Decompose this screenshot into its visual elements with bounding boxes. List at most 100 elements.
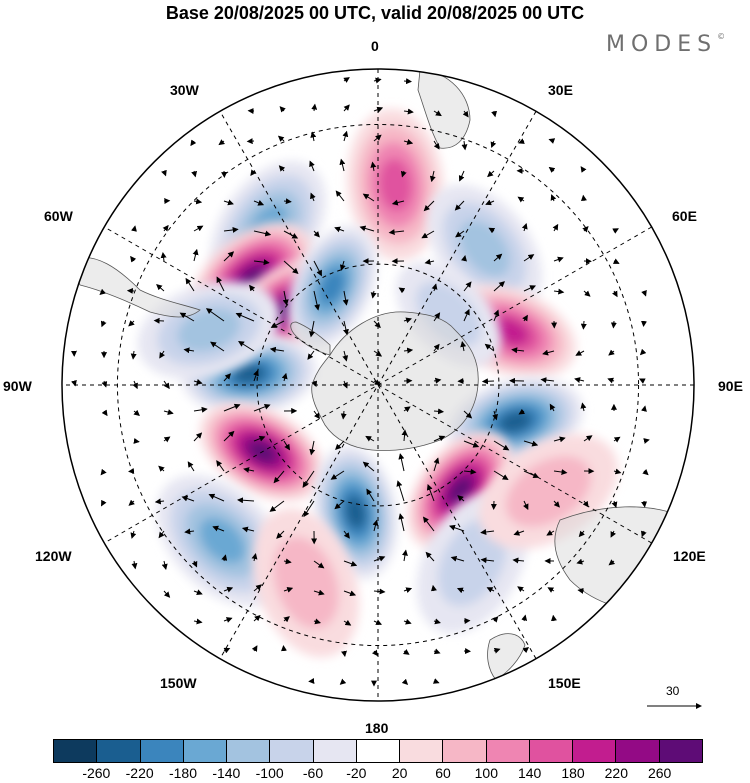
- wind-arrow: [343, 77, 350, 83]
- wind-arrow: [639, 348, 647, 356]
- wind-arrow: [433, 140, 440, 150]
- wind-arrow: [398, 287, 406, 294]
- wind-arrow: [610, 530, 616, 538]
- colorbar-swatch: [443, 740, 487, 762]
- wind-arrow: [307, 350, 315, 360]
- wind-arrow: [613, 468, 622, 475]
- wind-arrow: [342, 130, 349, 142]
- wind-arrow: [433, 618, 441, 625]
- wind-arrow: [486, 587, 495, 593]
- wind-arrow: [343, 560, 358, 567]
- wind-arrow: [313, 290, 320, 311]
- wind-arrow: [550, 194, 557, 202]
- wind-arrow: [576, 558, 585, 565]
- wind-arrow: [638, 378, 646, 384]
- wind-arrow: [130, 530, 137, 539]
- colorbar-swatch: [227, 740, 271, 762]
- map-title: Base 20/08/2025 00 UTC, valid 20/08/2025…: [165, 3, 585, 23]
- brand-text: MODES: [606, 32, 718, 57]
- wind-arrow: [461, 140, 468, 151]
- wind-arrow: [334, 226, 345, 233]
- wind-arrow: [547, 587, 555, 593]
- center-5e-pos: [347, 108, 444, 261]
- wind-arrow: [487, 170, 495, 178]
- wind-arrow: [193, 432, 203, 442]
- lon-label-60e: 60E: [672, 208, 697, 224]
- wind-arrow: [183, 347, 195, 354]
- wind-arrow: [130, 255, 137, 263]
- wind-arrow: [463, 281, 472, 292]
- colorbar: [53, 739, 703, 763]
- wind-arrow: [208, 493, 225, 502]
- wind-arrow: [342, 290, 349, 306]
- colorbar-swatch: [659, 740, 702, 762]
- wind-arrow: [311, 380, 318, 388]
- colorbar-tick-label: -140: [212, 765, 241, 781]
- wind-arrow: [339, 158, 346, 172]
- wind-arrow: [270, 320, 285, 328]
- wind-arrow: [480, 529, 495, 535]
- colorbar-tick-label: 20: [391, 765, 408, 781]
- wind-arrow: [128, 499, 135, 506]
- lon-label-180: 180: [365, 720, 389, 736]
- center-135w-neg-contour: [199, 517, 246, 564]
- graticule: [62, 69, 694, 701]
- wind-arrow: [450, 555, 465, 562]
- wind-arrow: [283, 558, 292, 565]
- wind-arrow: [223, 373, 231, 382]
- wind-arrow: [490, 140, 497, 149]
- wind-arrow: [128, 468, 135, 474]
- wind-arrow: [133, 438, 140, 444]
- wind-arrow: [359, 225, 375, 232]
- wind-arrow: [131, 225, 137, 232]
- brand-logo: MODES©: [606, 32, 725, 57]
- wind-arrow: [251, 553, 258, 562]
- wind-arrow: [278, 165, 286, 172]
- wind-arrow: [396, 480, 405, 502]
- wind-arrow: [250, 169, 257, 177]
- wind-arrow: [193, 589, 203, 596]
- wind-arrow: [456, 587, 465, 594]
- wind-arrow: [313, 410, 321, 420]
- wind-arrow: [223, 403, 241, 412]
- wind-arrow: [431, 283, 438, 292]
- wind-arrow: [342, 380, 348, 389]
- wind-arrow: [540, 377, 555, 384]
- wind-arrow: [313, 589, 325, 596]
- wind-arrow: [313, 618, 322, 625]
- wind-arrow: [574, 377, 585, 383]
- reference-vector-label: 30: [666, 684, 680, 698]
- wind-arrow: [640, 530, 647, 538]
- wind-arrow: [642, 469, 649, 476]
- wind-arrow: [449, 524, 465, 532]
- wind-arrow: [548, 166, 556, 173]
- colorbar-swatch: [183, 740, 228, 762]
- wind-arrow: [612, 228, 619, 234]
- wind-arrow: [101, 409, 108, 417]
- wind-arrow: [403, 317, 412, 324]
- wind-arrow: [193, 198, 203, 205]
- lon-label-0: 0: [371, 38, 379, 54]
- wind-arrow: [463, 440, 480, 448]
- wind-arrow: [163, 409, 174, 415]
- wind-arrow: [310, 131, 317, 142]
- wind-arrow: [583, 435, 593, 442]
- wind-arrow: [193, 406, 208, 413]
- wind-arrow: [303, 500, 315, 518]
- wind-arrow: [513, 529, 525, 536]
- wind-arrow: [223, 430, 235, 442]
- wind-arrow: [488, 227, 496, 234]
- wind-arrow: [190, 139, 197, 147]
- colorbar-swatch: [270, 740, 314, 762]
- lon-label-60w: 60W: [44, 208, 73, 224]
- wind-arrow: [343, 530, 350, 539]
- wind-arrow: [608, 559, 616, 566]
- colorbar-tick-label: 180: [561, 765, 585, 781]
- wind-arrow: [253, 435, 266, 442]
- wind-arrow: [277, 135, 285, 142]
- wind-arrow: [269, 500, 285, 512]
- colorbar-tick-label: -180: [168, 765, 198, 781]
- wind-arrow: [243, 467, 255, 473]
- wind-arrow: [362, 193, 375, 202]
- lon-label-150w: 150W: [160, 675, 197, 691]
